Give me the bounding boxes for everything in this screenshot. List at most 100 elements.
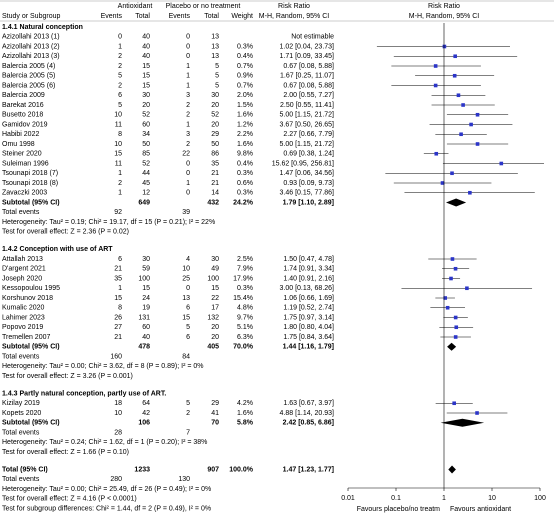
cell: 5 xyxy=(186,400,190,407)
study-name: Balercia 2005 (5) xyxy=(2,73,55,80)
ci-text: 1.50 [0.47, 4.78] xyxy=(283,256,334,263)
cell: 0 xyxy=(186,170,190,177)
column-header: Total xyxy=(135,13,150,20)
column-header: Risk Ratio xyxy=(278,3,310,10)
ci-text: 5.00 [1.15, 21.72] xyxy=(280,112,335,119)
study-marker xyxy=(453,54,457,59)
study-marker xyxy=(475,411,479,415)
weight: 0.7% xyxy=(237,63,253,70)
study-marker xyxy=(459,132,463,137)
study-name: Popovo 2019 xyxy=(2,324,43,331)
cell: 29 xyxy=(211,400,219,407)
ci-text: 3.46 [0.15, 77.86] xyxy=(280,190,335,197)
cell: 5 xyxy=(186,324,190,331)
cell: 40 xyxy=(142,34,150,41)
study-name: Busetto 2018 xyxy=(2,112,43,119)
cell: 1 xyxy=(186,73,190,80)
column-header: M-H, Random, 95% CI xyxy=(409,13,479,20)
weight: 7.9% xyxy=(237,266,253,273)
cell: 6 xyxy=(118,92,122,99)
subtotal-diamond xyxy=(447,342,457,351)
study-marker xyxy=(453,315,458,320)
cell: 2 xyxy=(118,180,122,187)
cell: 49 xyxy=(211,266,219,273)
events-count: 160 xyxy=(110,353,122,360)
cell: 6 xyxy=(186,305,190,312)
summary-total: 478 xyxy=(138,344,150,351)
ci-text: 1.75 [0.97, 3.14] xyxy=(283,314,334,321)
cell: 0 xyxy=(186,190,190,197)
study-name: Tremellen 2007 xyxy=(2,334,50,341)
cell: 5 xyxy=(215,73,219,80)
study-marker xyxy=(450,257,455,261)
ci-text: 1.47 [0.06, 34.56] xyxy=(280,170,335,177)
cell: 18 xyxy=(114,400,122,407)
weight: 1.6% xyxy=(237,112,253,119)
study-marker xyxy=(434,151,439,156)
weight: 0.3% xyxy=(237,43,253,50)
study-marker xyxy=(449,276,453,281)
cell: 11 xyxy=(115,121,122,128)
study-name: Korshunov 2018 xyxy=(2,295,53,302)
cell: 27 xyxy=(114,324,122,331)
summary-total: 405 xyxy=(207,344,219,351)
summary-total: 432 xyxy=(207,199,219,206)
study-marker xyxy=(443,296,448,300)
cell: 13 xyxy=(211,53,219,60)
cell: 5 xyxy=(118,73,122,80)
cell: 41 xyxy=(211,410,219,417)
study-marker xyxy=(440,181,445,185)
summary-label: Subtotal (95% CI) xyxy=(2,420,60,427)
column-header: M-H, Random, 95% CI xyxy=(259,13,329,20)
cell: 1 xyxy=(186,82,190,89)
ci-text: 2.27 [0.66, 7.79] xyxy=(283,131,334,138)
weight: 4.2% xyxy=(237,400,253,407)
heterogeneity: Heterogeneity: Tau² = 0.24; Chi² = 1.62,… xyxy=(2,439,207,446)
study-name: Tsounapi 2018 (7) xyxy=(2,170,58,177)
ci-text: 0.69 [0.38, 1.24] xyxy=(283,151,334,158)
weight: 1.6% xyxy=(237,141,253,148)
cell: 12 xyxy=(142,190,150,197)
column-header: Study or Subgroup xyxy=(2,13,60,20)
cell: 2 xyxy=(186,410,190,417)
weight: 0.4% xyxy=(237,53,253,60)
cell: 0 xyxy=(118,34,122,41)
subtotal-diamond xyxy=(445,198,467,207)
study-name: Tsounapi 2018 (8) xyxy=(2,180,58,187)
ci-text: 1.02 [0.04, 23.73] xyxy=(280,43,335,50)
summary-total: 649 xyxy=(138,199,150,206)
group-title: 1.4.2 Conception with use of ART xyxy=(2,246,113,253)
cell: 15 xyxy=(114,151,122,158)
weight: 4.8% xyxy=(237,305,253,312)
cell: 15 xyxy=(142,73,150,80)
study-marker xyxy=(433,64,438,68)
overall-effect: Test for overall effect: Z = 3.26 (P = 0… xyxy=(2,373,133,380)
cell: 3 xyxy=(186,92,190,99)
cell: 5 xyxy=(118,102,122,109)
weight: 1.5% xyxy=(237,102,253,109)
cell: 15 xyxy=(114,295,122,302)
study-name: Barekat 2016 xyxy=(2,102,44,109)
weight: 0.3% xyxy=(237,190,253,197)
weight: 6.3% xyxy=(237,334,253,341)
cell: 1 xyxy=(118,170,122,177)
x-tick-label: 100 xyxy=(534,495,546,502)
events-label: Total events xyxy=(2,353,40,360)
summary-total: 70 xyxy=(211,420,219,427)
cell: 13 xyxy=(211,43,219,50)
cell: 34 xyxy=(142,131,150,138)
study-marker xyxy=(452,73,457,78)
cell: 20 xyxy=(211,324,219,331)
cell: 8 xyxy=(118,131,122,138)
cell: 22 xyxy=(211,295,219,302)
cell: 22 xyxy=(182,151,190,158)
cell: 21 xyxy=(114,334,122,341)
ci-text: 1.74 [0.91, 3.34] xyxy=(283,266,334,273)
subgroup-test: Test for subgroup differences: Chi² = 1.… xyxy=(2,505,211,512)
cell: 2 xyxy=(118,82,122,89)
cell: 0 xyxy=(186,34,190,41)
events-count: 280 xyxy=(110,476,122,483)
study-marker xyxy=(452,401,456,406)
study-name: Lahimer 2023 xyxy=(2,314,45,321)
